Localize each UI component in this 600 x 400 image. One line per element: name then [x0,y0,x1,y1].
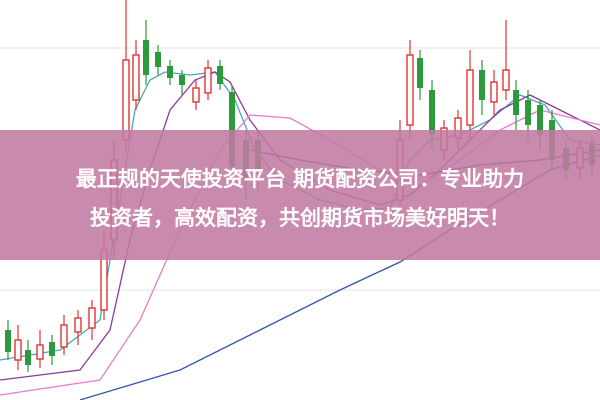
banner-line: 最正规的天使投资平台 期货配资公司：专业助力 [76,167,524,191]
banner [0,130,600,260]
grid [0,47,600,291]
banner-line: 投资者，高效配资，共创期货市场美好明天！ [90,206,510,230]
